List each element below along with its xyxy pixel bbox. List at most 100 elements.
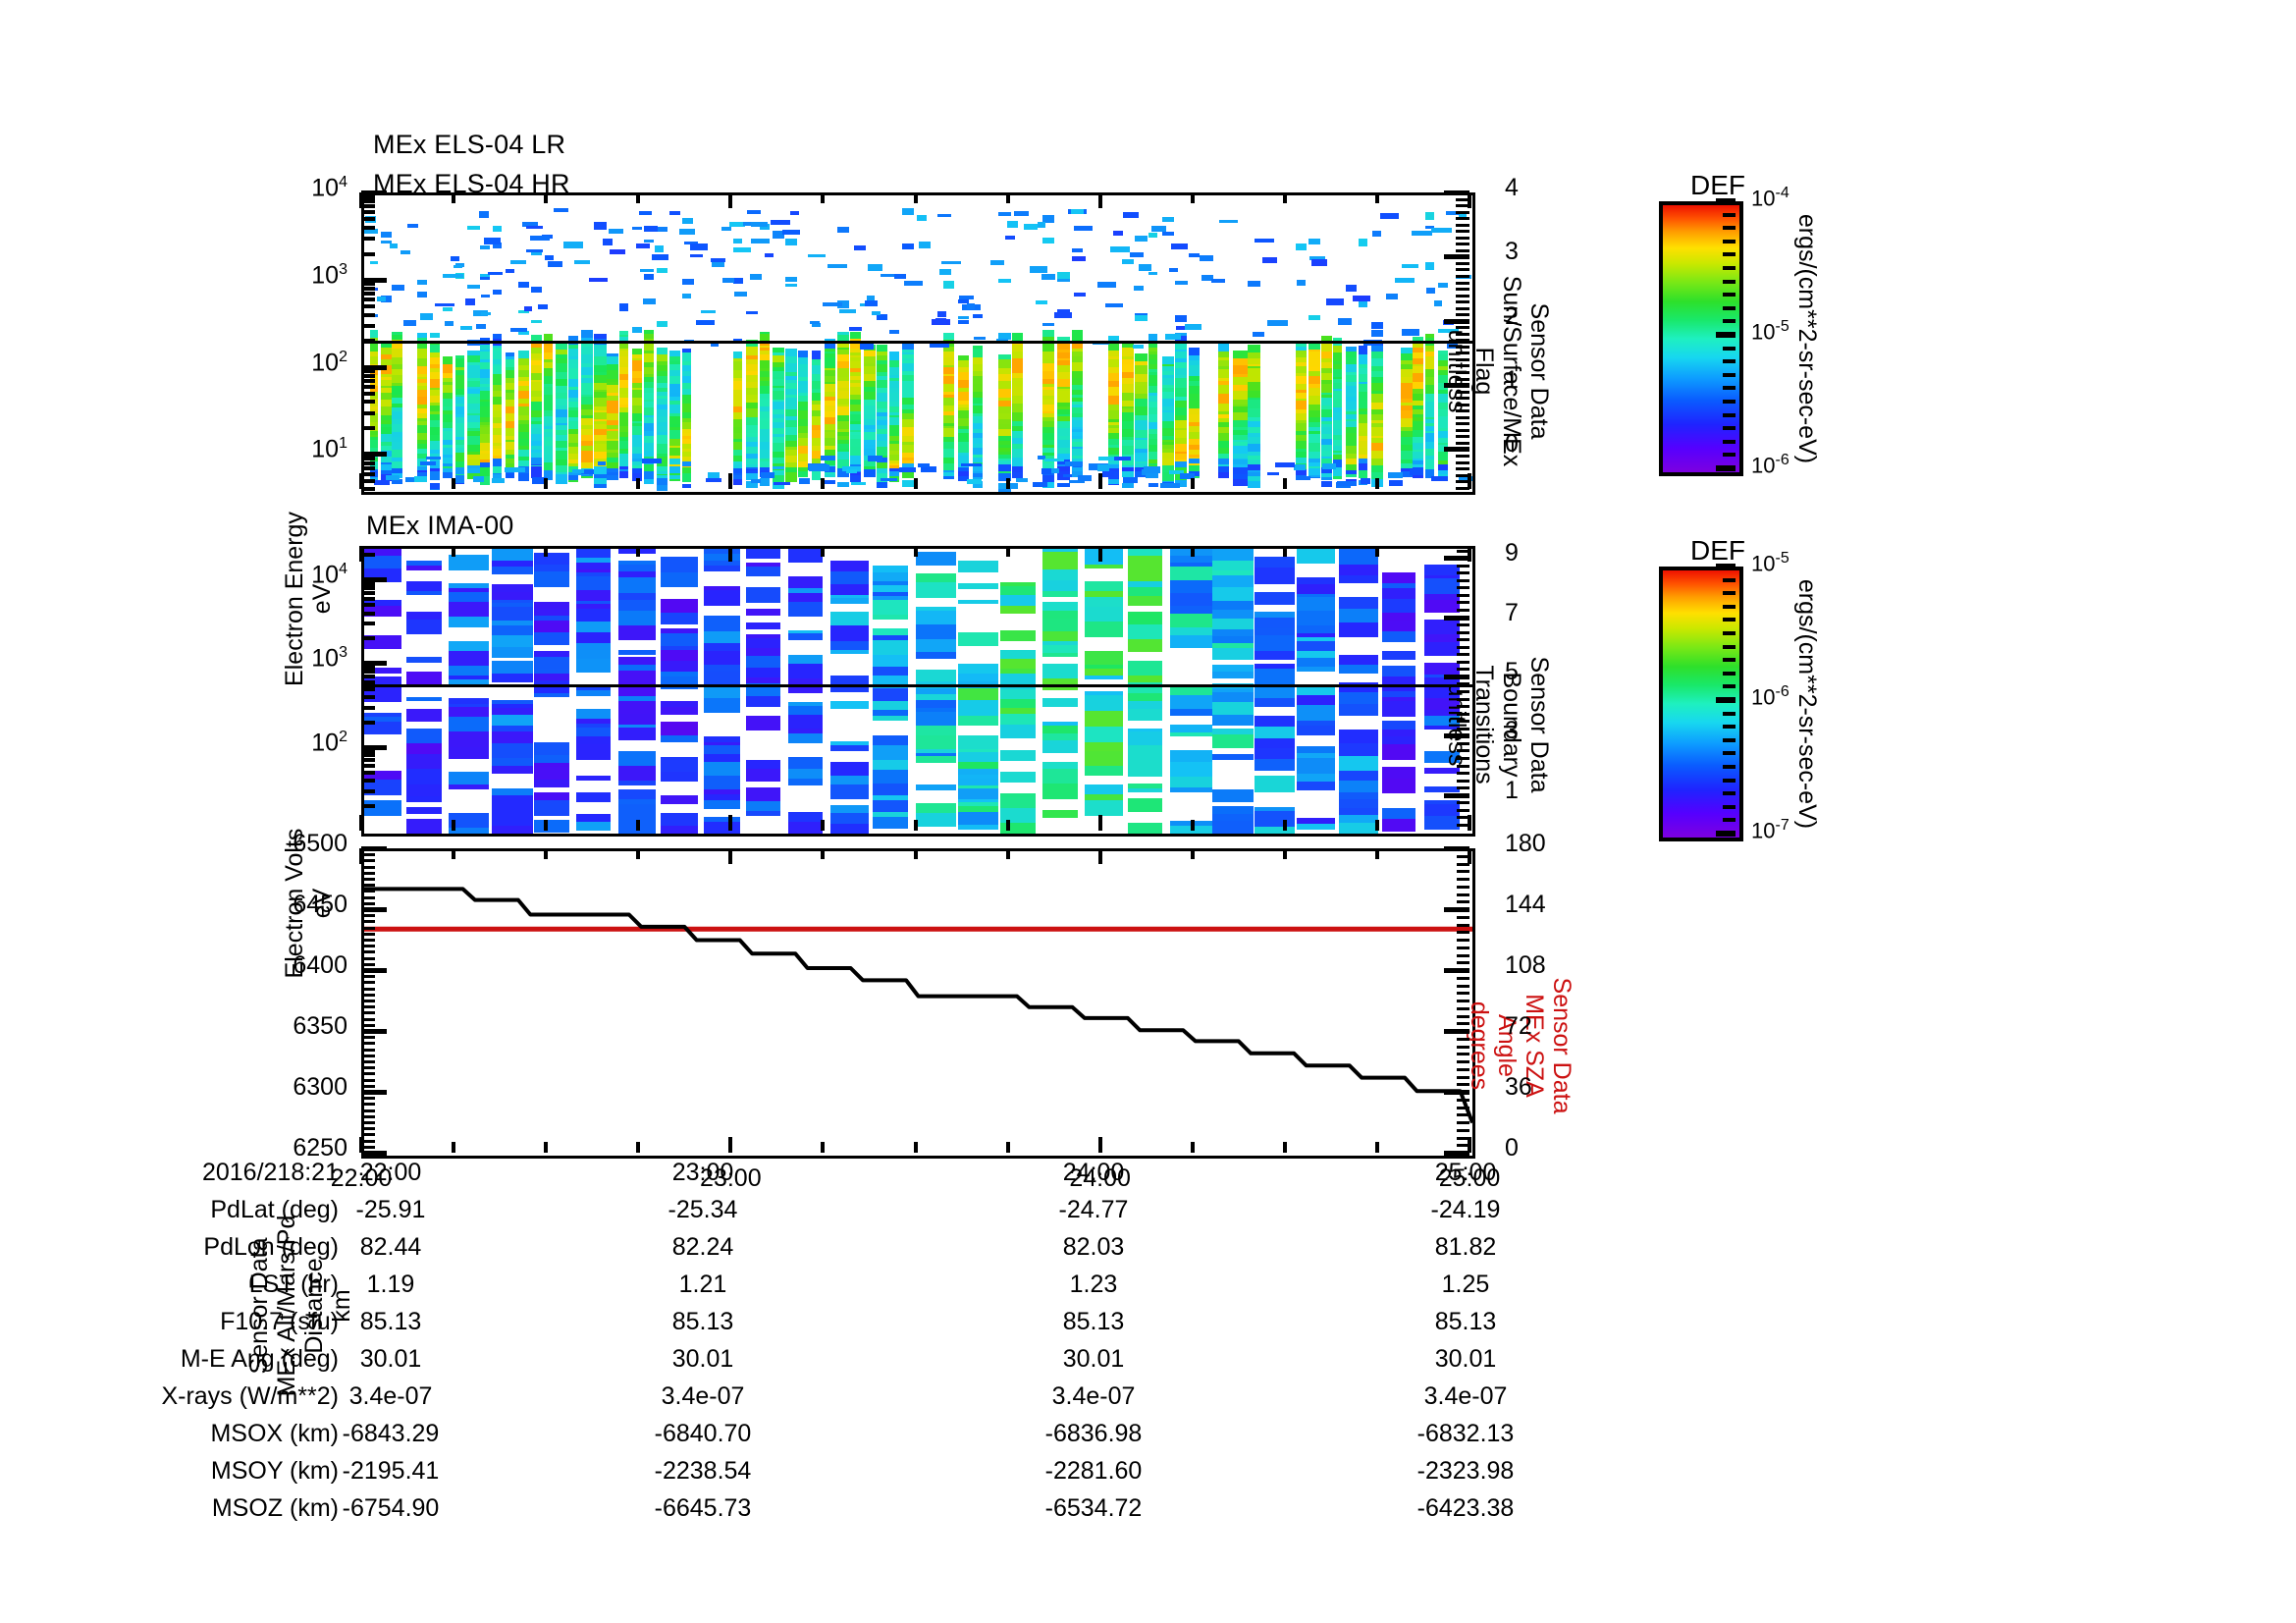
spectrogram-pixel bbox=[1218, 384, 1230, 391]
spectrogram-pixel bbox=[594, 390, 607, 393]
spectrogram-pixel bbox=[517, 404, 529, 407]
spectrogram-pixel bbox=[785, 276, 798, 283]
spectrogram-pixel bbox=[530, 360, 542, 366]
spectrogram-pixel bbox=[745, 786, 781, 802]
spectrogram-pixel bbox=[1161, 412, 1175, 422]
spectrogram-pixel bbox=[467, 431, 480, 437]
spectrogram-pixel bbox=[491, 661, 533, 675]
spectrogram-pixel bbox=[517, 443, 529, 447]
spectrogram-pixel bbox=[863, 425, 877, 430]
spectrogram-pixel bbox=[1169, 687, 1212, 696]
spectrogram-pixel bbox=[517, 364, 529, 371]
spectrogram-pixel bbox=[1211, 549, 1255, 562]
spectrogram-pixel bbox=[957, 702, 998, 717]
spectrogram-pixel bbox=[772, 388, 785, 392]
spectrogram-pixel bbox=[618, 330, 628, 336]
spectrogram-pixel bbox=[467, 394, 480, 398]
panel3-ytick-right-label: 180 bbox=[1505, 830, 1546, 857]
xtick-top bbox=[821, 546, 826, 557]
spectrogram-pixel bbox=[1169, 556, 1212, 564]
spectrogram-pixel bbox=[1041, 387, 1055, 391]
spectrogram-pixel bbox=[576, 727, 612, 737]
spectrogram-pixel bbox=[771, 219, 790, 226]
spectrogram-pixel bbox=[1161, 370, 1175, 376]
spectrogram-pixel bbox=[1148, 414, 1158, 423]
spectrogram-pixel bbox=[568, 379, 578, 388]
spectrogram-pixel bbox=[480, 358, 491, 363]
spectrogram-pixel bbox=[850, 343, 861, 350]
spectrogram-pixel bbox=[1011, 333, 1024, 342]
spectrogram-pixel bbox=[710, 258, 726, 263]
spectrogram-pixel bbox=[1218, 421, 1230, 428]
spectrogram-pixel bbox=[1333, 383, 1343, 390]
spectrogram-pixel bbox=[669, 384, 680, 394]
spectrogram-pixel bbox=[1320, 372, 1332, 381]
xtick-top bbox=[452, 192, 456, 203]
spectrogram-pixel bbox=[997, 401, 1011, 406]
panel3-ytick-minor bbox=[361, 871, 375, 875]
spectrogram-pixel bbox=[1233, 442, 1248, 447]
spectrogram-pixel bbox=[1041, 273, 1055, 280]
spectrogram-pixel bbox=[594, 222, 607, 230]
spectrogram-pixel bbox=[517, 381, 529, 387]
spectrogram-pixel bbox=[606, 424, 618, 430]
spectrogram-pixel bbox=[1339, 822, 1378, 834]
spectrogram-pixel bbox=[682, 364, 692, 372]
spectrogram-pixel bbox=[480, 425, 491, 428]
spectrogram-pixel bbox=[1085, 691, 1123, 696]
spectrogram-pixel bbox=[406, 729, 442, 744]
spectrogram-pixel bbox=[1218, 369, 1230, 379]
panel3-ytick-right-label: 72 bbox=[1505, 1012, 1532, 1040]
spectrogram-pixel bbox=[530, 319, 542, 324]
spectrogram-pixel bbox=[1320, 361, 1332, 369]
spectrogram-pixel bbox=[1370, 390, 1384, 395]
spectrogram-pixel bbox=[1135, 460, 1148, 464]
spectrogram-pixel bbox=[733, 464, 743, 470]
spectrogram-pixel bbox=[772, 457, 785, 464]
panel3-lineplot[interactable] bbox=[361, 848, 1475, 1159]
spectrogram-pixel bbox=[545, 255, 555, 260]
table-cell: 1.21 bbox=[678, 1271, 727, 1298]
panel2-spectrogram[interactable] bbox=[361, 546, 1475, 837]
spectrogram-pixel bbox=[643, 226, 659, 233]
spectrogram-pixel bbox=[1381, 721, 1416, 730]
spectrogram-pixel bbox=[1295, 384, 1308, 391]
spectrogram-pixel bbox=[403, 320, 417, 326]
spectrogram-pixel bbox=[1161, 452, 1175, 460]
spectrogram-pixel bbox=[1041, 467, 1052, 474]
spectrogram-pixel bbox=[1255, 556, 1296, 568]
spectrogram-pixel bbox=[1339, 730, 1378, 744]
spectrogram-pixel bbox=[798, 471, 809, 478]
spectrogram-pixel bbox=[416, 342, 427, 350]
spectrogram-pixel bbox=[543, 352, 553, 360]
spectrogram-pixel bbox=[1188, 455, 1200, 459]
spectrogram-pixel bbox=[811, 401, 821, 406]
spectrogram-pixel bbox=[543, 428, 553, 433]
panel1-ytick-right-minor bbox=[1456, 409, 1469, 413]
colorbar2-gradient[interactable] bbox=[1659, 567, 1743, 841]
colorbar1-gradient[interactable] bbox=[1659, 201, 1743, 476]
spectrogram-pixel bbox=[606, 378, 618, 383]
panel1-ytick-minor bbox=[361, 339, 375, 344]
panel2-ytick-right-minor bbox=[1457, 593, 1469, 597]
spectrogram-pixel bbox=[576, 821, 612, 831]
spectrogram-pixel bbox=[1320, 394, 1332, 399]
panel1-spectrogram[interactable] bbox=[361, 192, 1475, 495]
spectrogram-pixel bbox=[1308, 430, 1321, 435]
spectrogram-pixel bbox=[1339, 780, 1378, 793]
spectrogram-pixel bbox=[1325, 298, 1344, 306]
spectrogram-pixel bbox=[606, 474, 618, 480]
xtick-top bbox=[1374, 848, 1379, 859]
spectrogram-pixel bbox=[657, 434, 668, 445]
spectrogram-pixel bbox=[1056, 349, 1070, 353]
spectrogram-pixel bbox=[442, 364, 453, 374]
spectrogram-pixel bbox=[798, 425, 809, 434]
spectrogram-pixel bbox=[1161, 459, 1175, 466]
spectrogram-pixel bbox=[1211, 610, 1255, 620]
colorbar2-minor-tick bbox=[1723, 604, 1735, 609]
spectrogram-pixel bbox=[1011, 381, 1024, 388]
spectrogram-pixel bbox=[661, 627, 698, 634]
spectrogram-pixel bbox=[1121, 363, 1135, 373]
spectrogram-pixel bbox=[1108, 380, 1119, 388]
spectrogram-pixel bbox=[902, 463, 915, 471]
